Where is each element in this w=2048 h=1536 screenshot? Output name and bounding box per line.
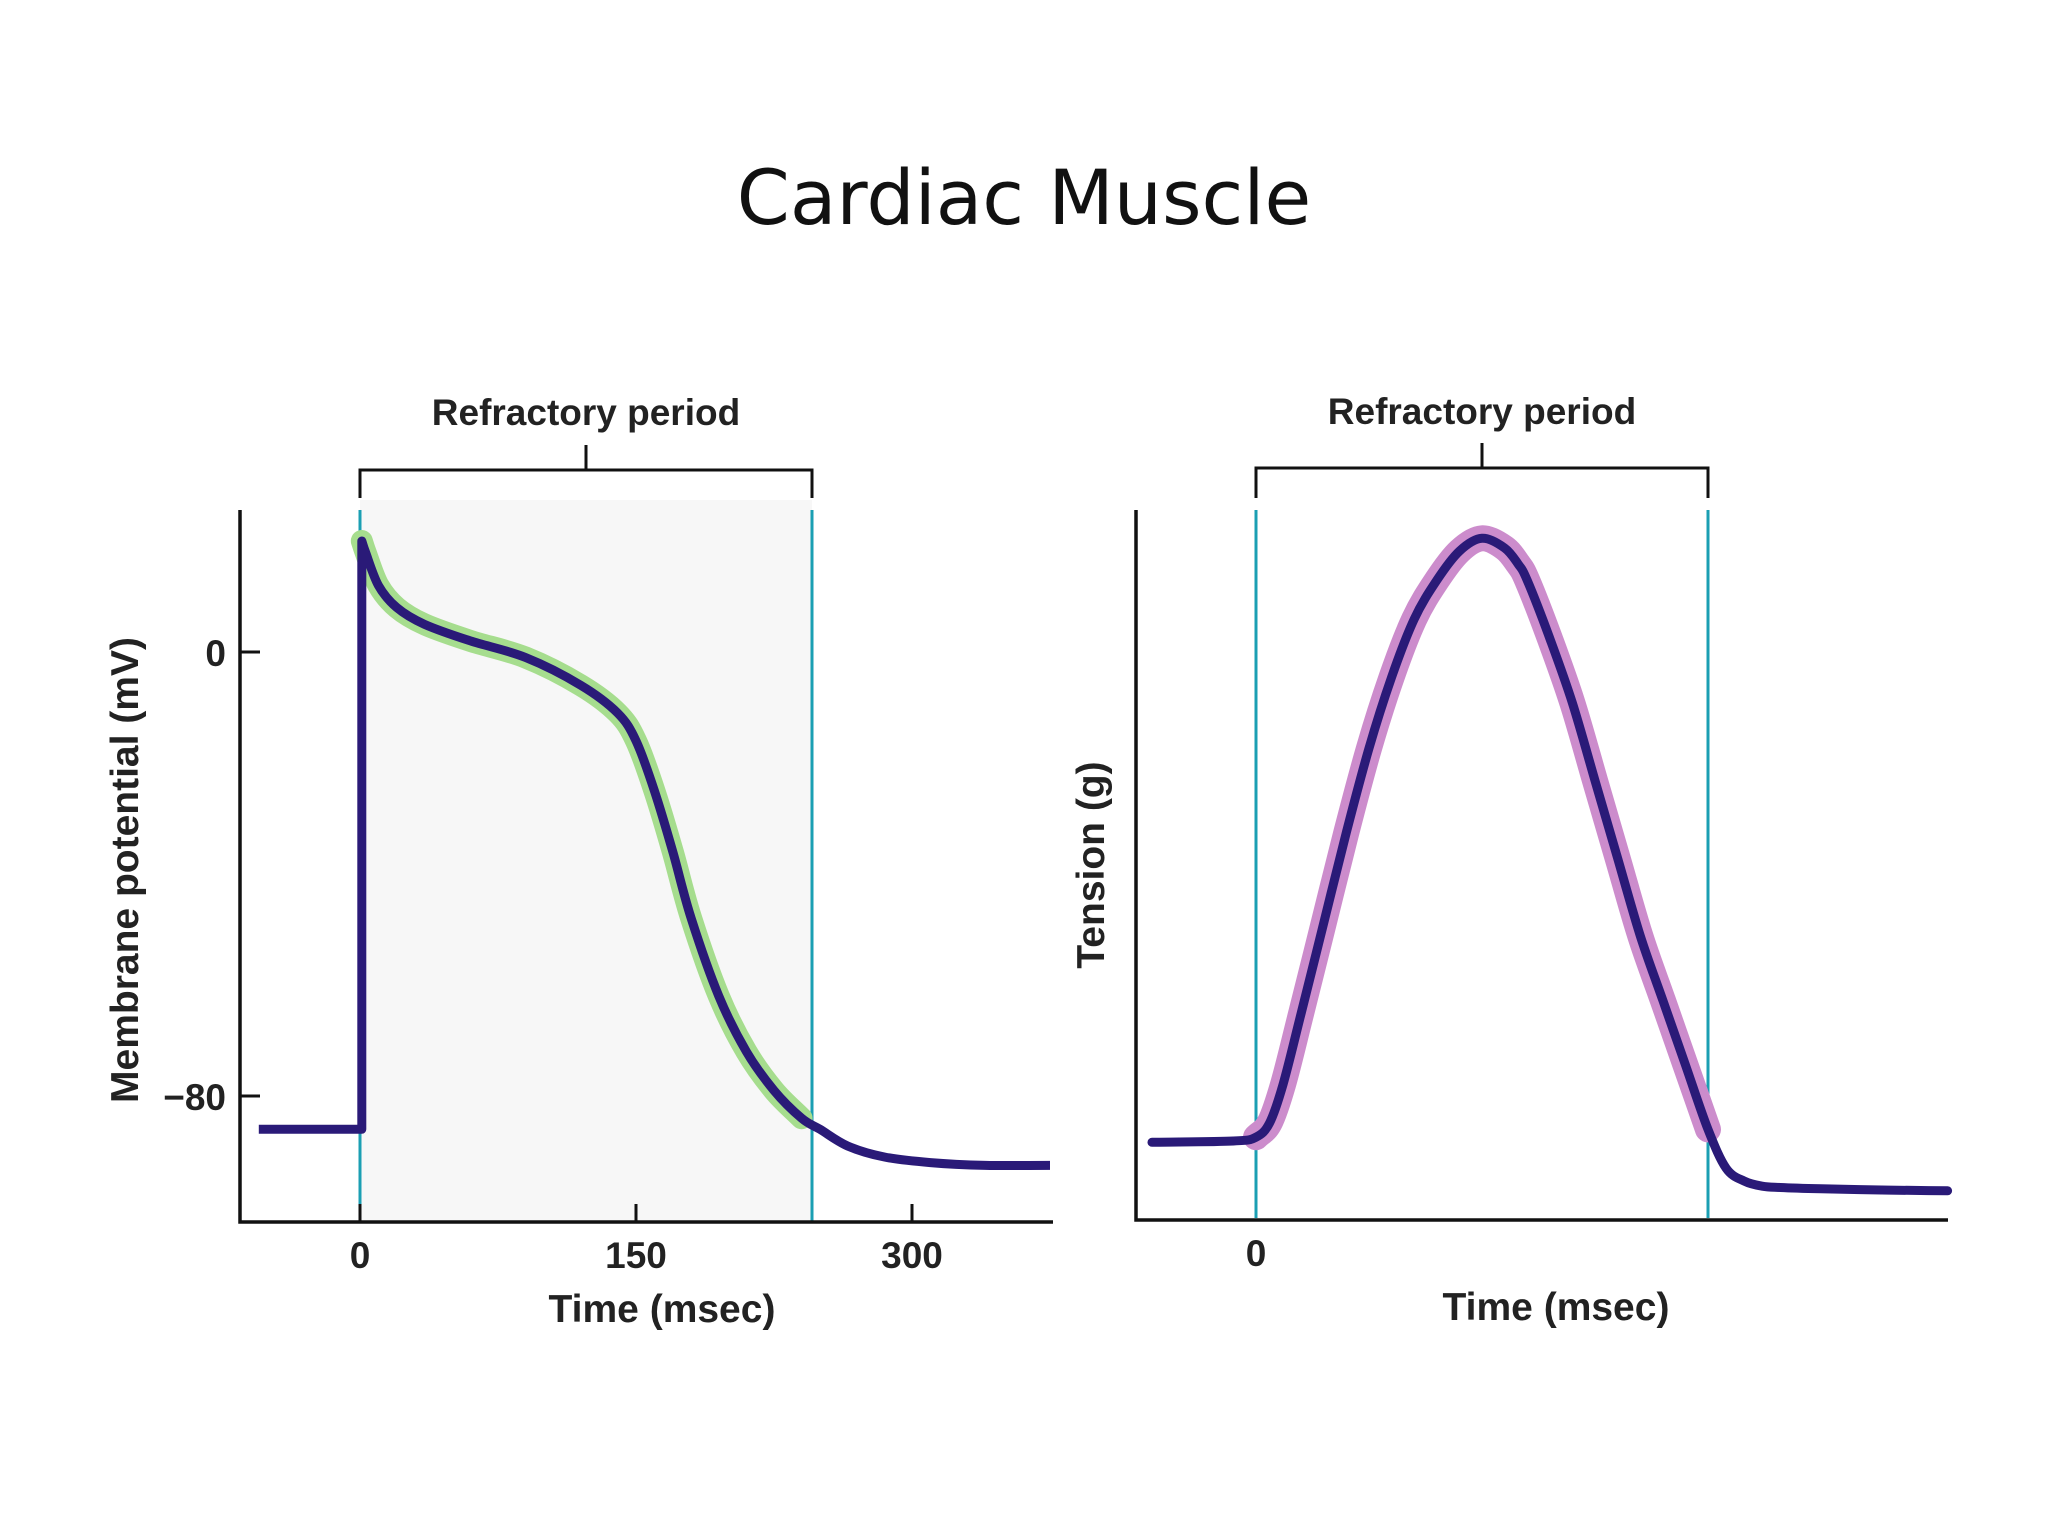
refractory-shade <box>360 500 812 1220</box>
refractory-label: Refractory period <box>1328 391 1636 432</box>
chart-tension: Refractory period 0 Time (msec) Tension … <box>1070 391 1953 1329</box>
axes <box>1134 510 1948 1222</box>
y-axis-label: Membrane potential (mV) <box>104 637 147 1103</box>
refractory-label: Refractory period <box>432 392 740 433</box>
x-axis-label: Time (msec) <box>549 1288 776 1331</box>
refractory-bracket <box>1254 443 1710 498</box>
x-tick-label-150: 150 <box>605 1235 667 1276</box>
refractory-bracket <box>358 445 814 498</box>
axes <box>238 510 1053 1224</box>
tension-halo <box>1243 525 1721 1151</box>
x-tick-label-300: 300 <box>881 1235 943 1276</box>
x-axis-label: Time (msec) <box>1443 1286 1670 1329</box>
chart-membrane-potential: Refractory period 0 −80 0 150 300 Time (… <box>104 392 1053 1331</box>
y-tick-label-minus-80: −80 <box>163 1077 226 1118</box>
x-tick-label-0: 0 <box>1246 1233 1267 1274</box>
y-tick-label-0: 0 <box>205 633 226 674</box>
membrane-potential-line <box>258 536 1051 1171</box>
y-axis-label: Tension (g) <box>1070 761 1113 968</box>
slide-title: Cardiac Muscle <box>736 153 1312 242</box>
x-tick-label-0: 0 <box>350 1235 371 1276</box>
tension-line <box>1147 533 1953 1196</box>
